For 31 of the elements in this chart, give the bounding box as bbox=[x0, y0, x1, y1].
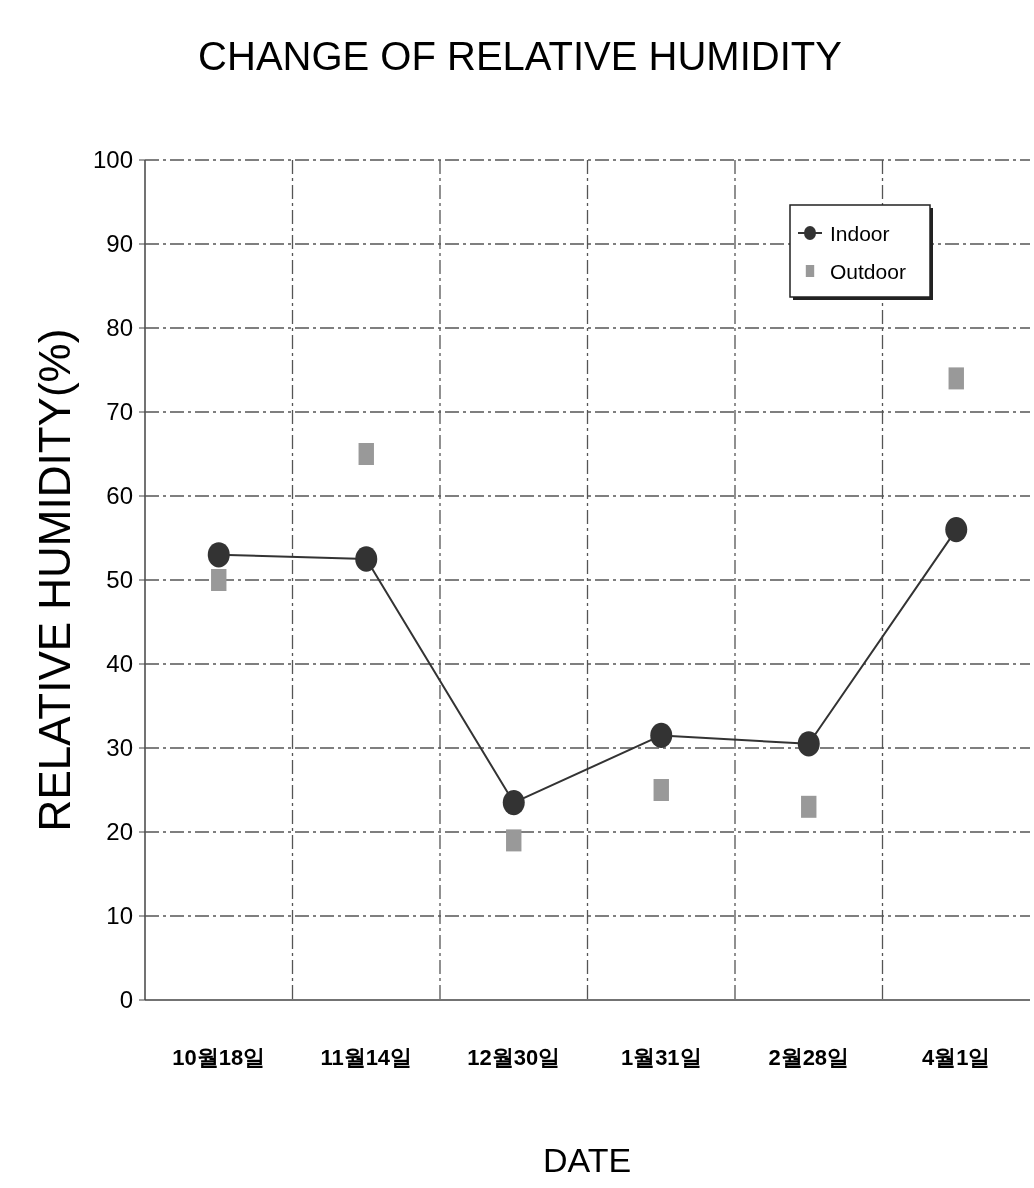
point bbox=[358, 443, 374, 465]
point bbox=[502, 789, 525, 816]
point bbox=[653, 779, 669, 801]
y-tick-label: 50 bbox=[106, 566, 133, 593]
y-tick-label: 80 bbox=[106, 314, 133, 341]
y-tick-label: 70 bbox=[106, 398, 133, 425]
legend-label: Indoor bbox=[830, 222, 890, 245]
legend-label: Outdoor bbox=[830, 260, 906, 283]
y-tick-label: 10 bbox=[106, 902, 133, 929]
y-tick-label: 20 bbox=[106, 818, 133, 845]
point bbox=[650, 722, 673, 749]
y-tick-label: 90 bbox=[106, 230, 133, 257]
y-tick-label: 30 bbox=[106, 734, 133, 761]
point bbox=[355, 546, 378, 572]
point bbox=[207, 542, 230, 568]
x-tick-label: 12월30일 bbox=[467, 1045, 561, 1070]
y-tick-label: 0 bbox=[119, 986, 133, 1013]
point bbox=[945, 516, 968, 543]
x-tick-label: 1월31일 bbox=[620, 1045, 702, 1070]
y-axis-title: RELATIVE HUMIDITY(%) bbox=[30, 328, 79, 832]
y-tick-label: 100 bbox=[92, 146, 133, 173]
x-tick-label: 2월28일 bbox=[768, 1045, 850, 1070]
y-tick-label: 60 bbox=[106, 482, 133, 509]
chart-title: CHANGE OF RELATIVE HUMIDITY bbox=[198, 34, 842, 78]
x-tick-label: 10월18일 bbox=[172, 1045, 266, 1070]
x-tick-label: 4월1일 bbox=[922, 1045, 991, 1070]
y-tick-label: 40 bbox=[106, 650, 133, 677]
x-tick-label: 11월14일 bbox=[320, 1045, 413, 1070]
point bbox=[797, 731, 820, 757]
point bbox=[211, 569, 227, 591]
x-axis-title: DATE bbox=[542, 1141, 632, 1179]
